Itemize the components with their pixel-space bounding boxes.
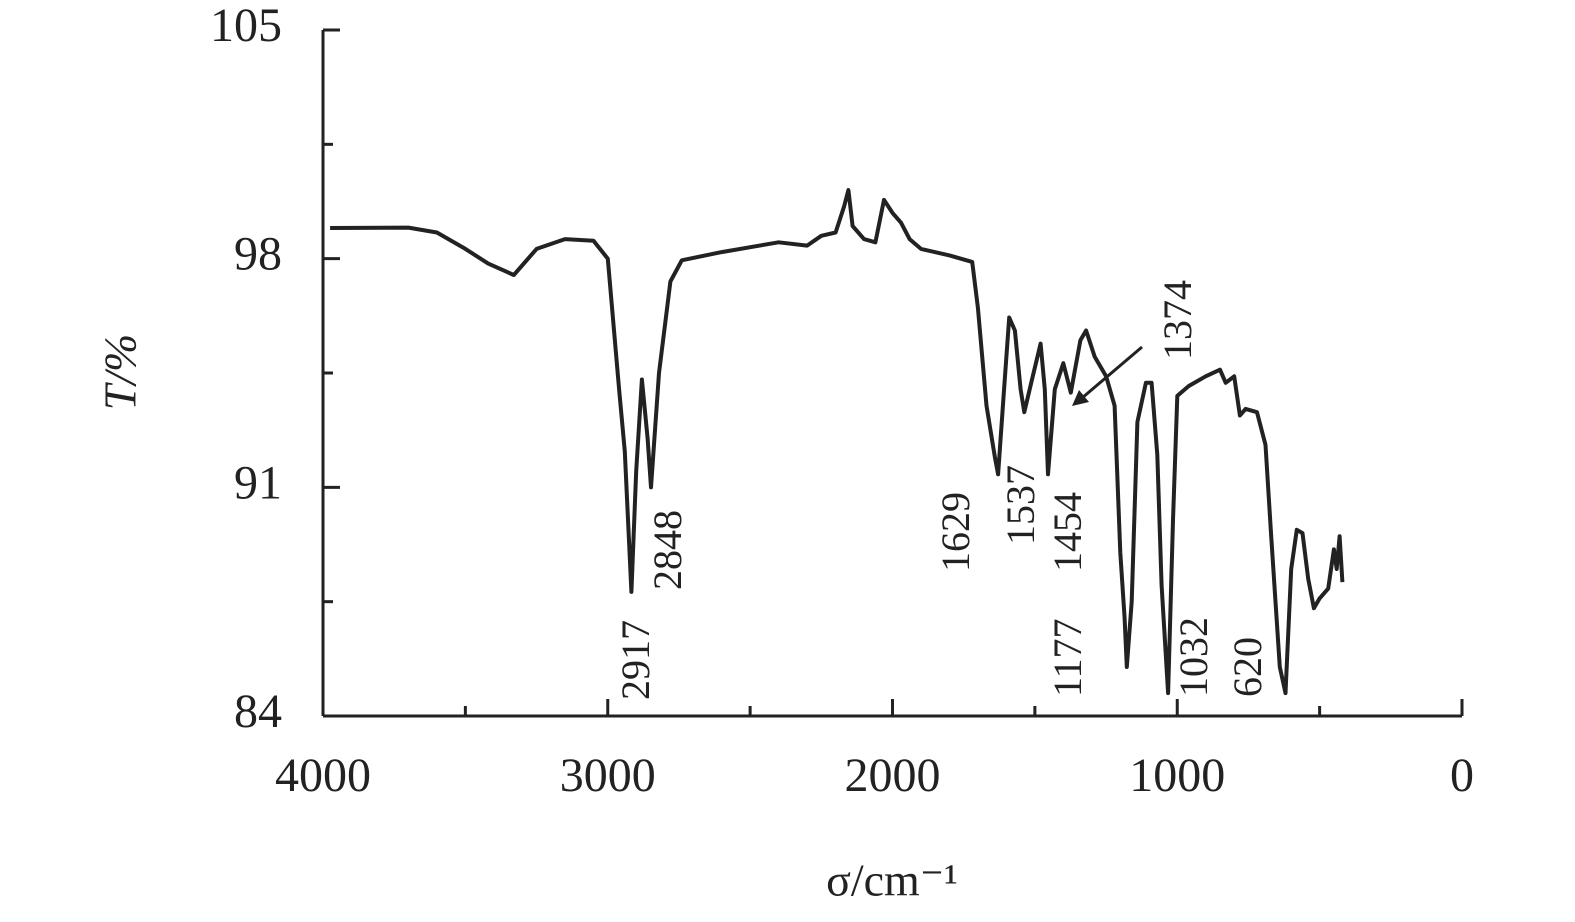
x-tick-label: 4000 — [275, 749, 371, 802]
y-tick-label: 105 — [210, 0, 282, 52]
peak-label: 1454 — [1045, 492, 1090, 572]
x-tick-label: 3000 — [560, 749, 656, 802]
peak-label: 1032 — [1171, 617, 1216, 697]
y-tick-label: 84 — [234, 685, 282, 738]
x-tick-label: 1000 — [1129, 749, 1225, 802]
x-axis-title: σ/cm⁻¹ — [826, 855, 958, 906]
peak-label: 620 — [1225, 637, 1270, 697]
y-axis-title: T/% — [95, 334, 146, 411]
y-tick-label: 98 — [234, 228, 282, 281]
annotation-arrow — [1081, 345, 1143, 400]
peak-label: 1374 — [1155, 280, 1200, 360]
arrow-head — [1072, 390, 1089, 406]
peak-label: 1629 — [933, 492, 978, 572]
x-tick-label: 0 — [1450, 749, 1474, 802]
peak-label: 2848 — [645, 510, 690, 590]
peak-label: 1537 — [998, 465, 1043, 545]
spectrum-line — [330, 188, 1345, 696]
x-tick-label: 2000 — [845, 749, 941, 802]
y-tick-label: 91 — [234, 456, 282, 509]
peak-label: 2917 — [613, 620, 658, 700]
peak-label: 1177 — [1045, 618, 1090, 697]
